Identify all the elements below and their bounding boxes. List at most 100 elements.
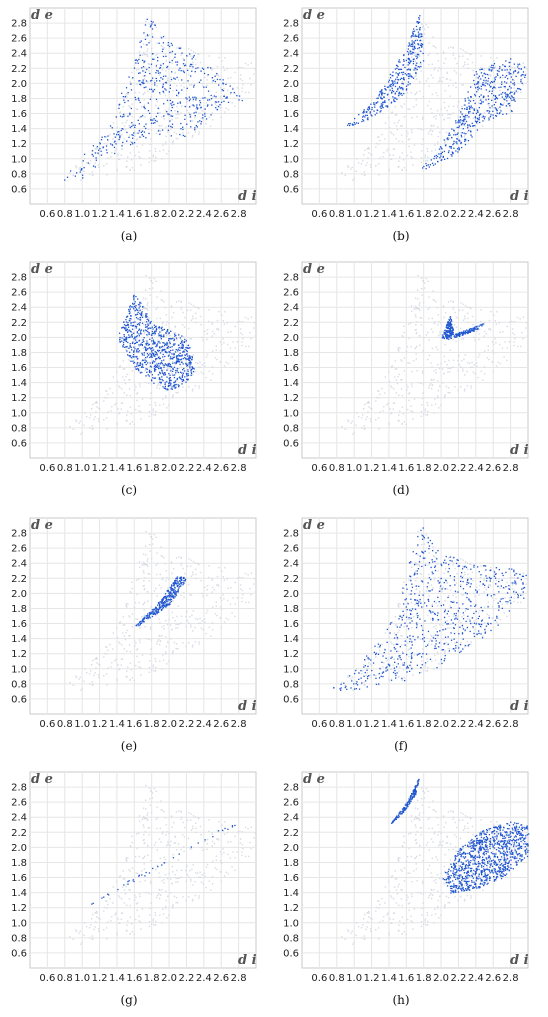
highlight-point: [165, 82, 168, 84]
background-point: [159, 384, 162, 386]
background-point: [395, 368, 398, 370]
highlight-point: [154, 353, 157, 356]
background-point: [525, 73, 527, 75]
highlight-point: [363, 120, 365, 122]
highlight-point: [455, 120, 457, 122]
background-point: [155, 666, 157, 669]
background-point: [126, 670, 128, 672]
background-point: [410, 305, 413, 307]
highlight-point: [417, 22, 419, 24]
highlight-point: [236, 95, 238, 97]
background-point: [133, 606, 136, 609]
highlight-point: [469, 328, 471, 330]
highlight-point: [450, 147, 452, 149]
highlight-point: [402, 87, 404, 89]
highlight-point: [423, 165, 425, 168]
background-point: [399, 410, 401, 412]
axis-label-de: d e: [31, 8, 53, 23]
highlight-point: [508, 65, 511, 67]
background-point: [159, 366, 161, 368]
background-point: [180, 359, 183, 361]
highlight-point: [453, 140, 455, 142]
highlight-point: [450, 337, 452, 339]
background-point: [493, 98, 495, 100]
background-point: [442, 128, 444, 130]
background-point: [159, 404, 161, 406]
background-point: [153, 533, 156, 536]
background-point: [133, 169, 135, 172]
background-point: [423, 83, 425, 85]
background-point: [462, 338, 465, 340]
highlight-point: [416, 68, 418, 71]
highlight-point: [171, 595, 173, 597]
highlight-point: [186, 375, 188, 377]
background-point: [442, 306, 445, 308]
highlight-point: [450, 327, 452, 330]
highlight-point: [202, 117, 204, 119]
highlight-point: [189, 116, 191, 118]
background-point: [361, 173, 363, 175]
background-point: [148, 382, 150, 384]
highlight-point: [189, 106, 191, 108]
background-point: [401, 406, 404, 408]
background-point: [242, 337, 244, 340]
background-point: [516, 62, 519, 65]
highlight-point: [230, 92, 232, 94]
highlight-point: [131, 141, 133, 144]
background-point: [189, 338, 191, 340]
highlight-point: [451, 326, 454, 328]
highlight-point: [186, 363, 188, 365]
panel-caption: (d): [392, 483, 409, 497]
background-point: [408, 323, 410, 325]
highlight-point: [142, 359, 144, 362]
background-point: [177, 605, 179, 607]
background-point: [513, 79, 516, 82]
background-point: [416, 321, 418, 323]
highlight-point: [470, 96, 472, 98]
background-point: [241, 87, 243, 89]
highlight-point: [169, 382, 171, 384]
panel-5: 0.60.81.01.21.41.61.82.02.22.42.62.80.6 0…: [11, 517, 257, 753]
highlight-point: [445, 336, 447, 338]
highlight-point: [143, 32, 145, 34]
highlight-point: [447, 151, 450, 154]
highlight-point: [415, 55, 417, 57]
highlight-point: [178, 358, 180, 360]
background-point: [177, 392, 179, 394]
highlight-point: [136, 348, 139, 350]
highlight-point: [125, 321, 128, 323]
highlight-point: [482, 101, 484, 103]
highlight-point: [160, 334, 162, 337]
background-point: [165, 389, 167, 392]
highlight-point: [178, 355, 180, 357]
highlight-point: [418, 66, 420, 68]
background-point: [173, 641, 176, 644]
background-point: [168, 618, 170, 621]
background-point: [146, 50, 148, 52]
background-point: [457, 105, 459, 108]
background-point: [431, 93, 433, 96]
background-point: [389, 154, 391, 156]
background-point: [110, 410, 112, 412]
highlight-point: [186, 87, 188, 89]
background-point: [136, 337, 138, 340]
background-point: [125, 92, 128, 95]
highlight-point: [195, 67, 197, 70]
background-point: [150, 138, 152, 140]
background-point: [400, 388, 403, 390]
background-point: [186, 109, 189, 112]
highlight-point: [146, 342, 148, 344]
background-point: [123, 635, 126, 637]
background-point: [522, 316, 524, 318]
highlight-point: [476, 120, 479, 122]
background-point: [406, 135, 408, 137]
highlight-point: [96, 146, 99, 148]
background-point: [432, 77, 434, 79]
highlight-point: [467, 140, 470, 142]
background-point: [94, 402, 96, 404]
highlight-point: [129, 346, 131, 348]
highlight-point: [479, 121, 481, 124]
highlight-point: [402, 83, 404, 85]
highlight-point: [100, 150, 102, 152]
background-point: [118, 412, 121, 414]
